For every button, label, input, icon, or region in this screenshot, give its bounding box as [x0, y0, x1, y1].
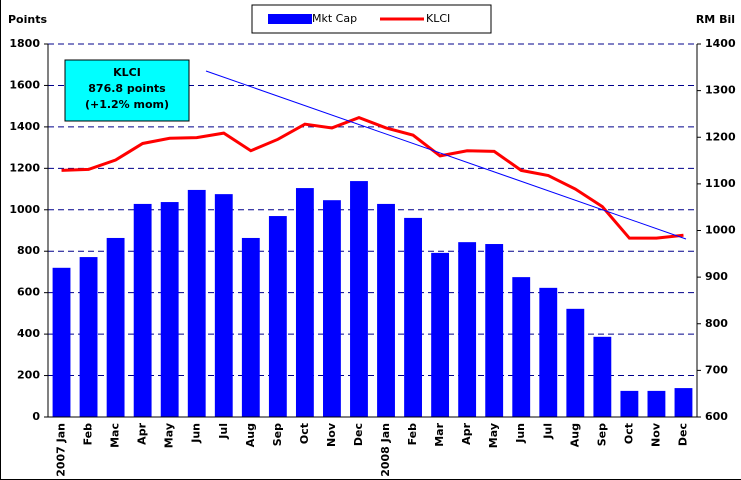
bar — [431, 252, 450, 417]
y-tick-label: 600 — [17, 286, 40, 299]
bar — [512, 277, 531, 417]
x-tick-label: Oct — [622, 423, 635, 444]
y2-tick-label: 1200 — [705, 130, 736, 143]
x-tick-label: Sep — [271, 423, 284, 446]
y-axis-label: Points — [8, 13, 47, 26]
x-tick-label: Jul — [217, 423, 230, 440]
x-tick-label: Apr — [460, 422, 473, 444]
x-tick-label: Nov — [649, 422, 662, 447]
y-tick-label: 800 — [17, 244, 40, 257]
x-tick-label: May — [163, 423, 176, 448]
x-tick-label: Feb — [82, 423, 95, 446]
x-tick-label: Oct — [298, 423, 311, 444]
x-tick-label: 2007 Jan — [55, 423, 68, 477]
y2-tick-label: 1000 — [705, 224, 736, 237]
y2-tick-label: 1400 — [705, 37, 736, 50]
y2-tick-label: 900 — [705, 270, 728, 283]
y-tick-label: 1000 — [9, 203, 40, 216]
y-tick-label: 200 — [17, 369, 40, 382]
annotation-box — [64, 59, 190, 122]
y2-tick-label: 700 — [705, 363, 728, 376]
x-tick-label: Dec — [352, 423, 365, 446]
x-tick-label: May — [487, 423, 500, 448]
legend-label: KLCI — [426, 12, 450, 25]
legend-swatch — [268, 14, 312, 24]
x-tick-label: Jun — [514, 423, 527, 444]
bar — [79, 257, 98, 417]
y-tick-label: 400 — [17, 327, 40, 340]
plot-area: 0 200 400 600 800 1000 1200 1400 1600 1800 600 700 8… — [9, 37, 736, 477]
y2-tick-label: 600 — [705, 410, 728, 423]
bar — [620, 390, 639, 417]
x-tick-label: Nov — [325, 422, 338, 447]
bar — [268, 216, 287, 417]
annotation-text: KLCI — [113, 66, 141, 79]
bar — [458, 242, 477, 417]
annotation: KLCI 876.8 points (+1.2% mom) — [64, 59, 190, 122]
bar — [485, 244, 504, 417]
x-tick-label: Mac — [109, 423, 122, 448]
bar — [377, 203, 395, 417]
x-tick-label: Apr — [136, 422, 149, 444]
y2-tick-label: 1300 — [705, 84, 736, 97]
annotation-text: (+1.2% mom) — [85, 98, 169, 111]
bar — [674, 388, 693, 417]
y-tick-label: 1400 — [9, 120, 40, 133]
bar — [187, 189, 206, 417]
bar — [350, 181, 368, 417]
bar — [52, 267, 71, 417]
y2-axis-label: RM Bil — [696, 13, 735, 26]
x-tick-label: Mar — [433, 422, 446, 446]
x-tick-label: Jul — [541, 423, 554, 440]
y-tick-label: 0 — [32, 410, 40, 423]
trend-line — [205, 70, 687, 240]
bar — [323, 200, 341, 417]
annotation-text: 876.8 points — [88, 82, 166, 95]
bar — [295, 188, 314, 417]
x-tick-label: 2008 Jan — [379, 423, 392, 477]
x-tick-label: Aug — [568, 423, 581, 447]
y-tick-label: 1200 — [9, 161, 40, 174]
line — [61, 115, 684, 240]
y2-tick-label: 1100 — [705, 177, 736, 190]
legend: Mkt Cap KLCI — [251, 4, 492, 34]
x-tick-label: Feb — [406, 423, 419, 446]
bar — [593, 336, 612, 417]
bar — [566, 308, 585, 417]
bar — [214, 194, 233, 417]
bar — [539, 287, 558, 417]
bar — [133, 203, 152, 417]
bar — [106, 237, 125, 417]
y2-tick-label: 800 — [705, 317, 728, 330]
bar — [647, 390, 666, 417]
y-tick-label: 1800 — [9, 37, 40, 50]
bar — [241, 237, 260, 417]
bar — [404, 217, 422, 417]
x-tick-label: Aug — [244, 423, 257, 447]
x-tick-label: Jun — [190, 423, 203, 444]
y-tick-label: 1600 — [9, 78, 40, 91]
bar — [160, 202, 179, 417]
legend-label: Mkt Cap — [312, 12, 357, 25]
x-tick-label: Dec — [676, 423, 689, 446]
x-tick-label: Sep — [595, 423, 608, 446]
